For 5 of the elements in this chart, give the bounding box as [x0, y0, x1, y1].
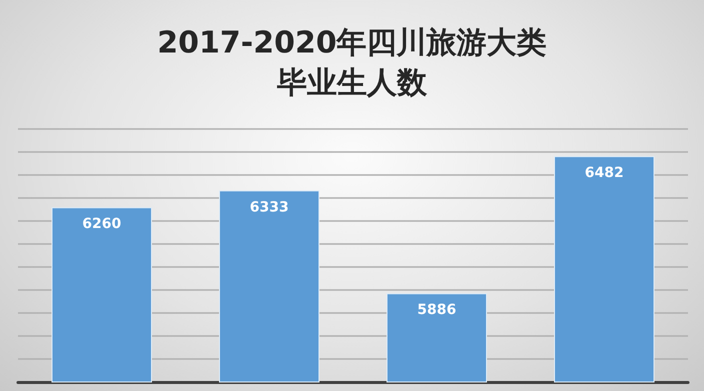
chart-title: 2017-2020年四川旅游大类毕业生人数 — [157, 26, 547, 100]
data-label: 6260 — [82, 216, 122, 232]
data-label: 5886 — [417, 302, 456, 318]
data-label: 6333 — [250, 199, 289, 216]
data-label: 6482 — [584, 165, 624, 182]
